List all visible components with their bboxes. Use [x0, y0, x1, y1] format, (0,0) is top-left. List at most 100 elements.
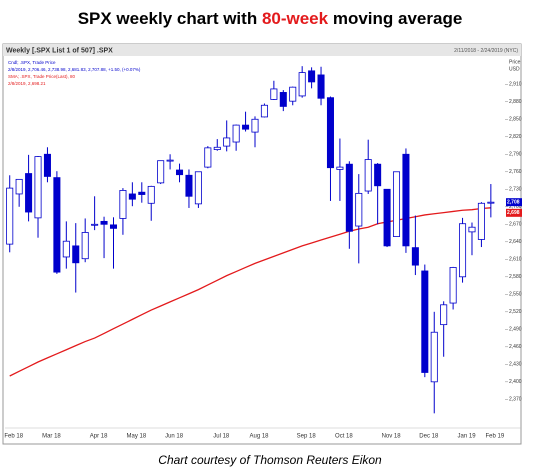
candle-body: [43, 153, 51, 177]
candle-body: [411, 247, 419, 266]
y-tick-label: 2,730: [509, 187, 522, 193]
x-tick-label: Jun 18: [165, 434, 184, 440]
candle-body: [232, 124, 240, 143]
candle-body: [392, 171, 401, 237]
candle-body: [270, 88, 278, 100]
candle-body: [34, 156, 42, 219]
chart-frame: [2, 43, 522, 445]
candle-body: [402, 153, 410, 247]
title-part: 80-week: [262, 9, 329, 28]
y-tick-label: 2,490: [509, 327, 522, 333]
y-tick-label: 2,700: [509, 204, 522, 210]
candle-body: [242, 124, 250, 130]
candle-body: [138, 191, 146, 195]
candle-body: [62, 240, 70, 258]
title-part: moving average: [333, 9, 462, 28]
x-tick-label: Jan 19: [458, 434, 477, 440]
y-tick-label: 2,670: [509, 222, 522, 228]
candle-body: [223, 137, 231, 147]
x-tick-label: Dec 18: [419, 434, 439, 440]
caption: Chart courtesy of Thomson Reuters Eikon: [158, 453, 382, 467]
y-tick-label: 2,460: [509, 344, 522, 350]
candle-body: [91, 223, 99, 226]
ma-line: [9, 207, 491, 377]
candle-body: [176, 169, 184, 176]
candle-body: [185, 174, 193, 197]
title-part: SPX weekly chart with: [78, 9, 258, 28]
price-tag: [506, 198, 522, 207]
chart-title: SPX weekly chart with 80-week moving ave…: [78, 9, 463, 28]
candle-body: [317, 74, 325, 99]
x-tick-label: Feb 19: [486, 434, 505, 440]
candle-body: [53, 177, 61, 273]
y-tick-label: 2,520: [509, 309, 522, 315]
candle-body: [289, 86, 297, 102]
y-tick-label: 2,550: [509, 292, 522, 298]
candle-body: [109, 224, 118, 229]
y-tick-label: 2,760: [509, 169, 522, 175]
candle-body: [383, 188, 391, 247]
ma-tag-label: 2,698: [507, 210, 520, 216]
legend-info: 2/8/2019, 2,706.46, 2,738.98, 2,681.83, …: [8, 67, 141, 72]
y-tick-label: 2,400: [509, 379, 522, 385]
x-tick-label: Nov 18: [382, 434, 402, 440]
candle-body: [100, 220, 108, 225]
candle-body: [298, 72, 306, 97]
candle-body: [477, 202, 485, 240]
x-tick-label: Apr 18: [90, 434, 108, 440]
y-tick-label: 2,370: [509, 397, 522, 403]
candle-body: [166, 159, 174, 162]
header-right: 2/11/2018 - 2/24/2019 (NYC): [454, 48, 518, 54]
candle-body: [260, 104, 268, 118]
candle-body: [440, 304, 448, 326]
y-tick-label: 2,610: [509, 257, 522, 263]
candle-body: [308, 70, 316, 83]
candle-body: [119, 190, 127, 219]
candle-body: [355, 192, 363, 227]
y-tick-label: 2,430: [509, 362, 522, 368]
x-tick-label: May 18: [127, 434, 147, 440]
y-tick-label: 2,580: [509, 274, 522, 280]
candle-body: [81, 232, 89, 260]
y-tick-label: 2,880: [509, 99, 522, 105]
candle-body: [468, 226, 476, 233]
candle-body: [25, 173, 33, 213]
price-tag-label: 2,708: [507, 200, 520, 206]
candle-body: [345, 163, 353, 232]
candle-body: [430, 331, 438, 383]
candle-body: [449, 267, 457, 304]
candle-body: [204, 147, 212, 168]
legend-name: SMA; .SPX, Trade Price(Last), 80: [8, 74, 76, 79]
axis-unit: USD: [509, 66, 520, 72]
candle-body: [128, 193, 136, 200]
candle-body: [326, 97, 334, 169]
legend-name: Cndl; .SPX, Trade Price: [8, 60, 56, 65]
y-tick-label: 2,850: [509, 117, 522, 123]
legend-info: 2/8/2019, 2,698.21: [8, 81, 46, 86]
x-tick-label: Jul 18: [213, 434, 230, 440]
candle-body: [336, 166, 344, 170]
y-tick-label: 2,640: [509, 239, 522, 245]
header-left: Weekly [.SPX List 1 of 507] .SPX: [6, 47, 113, 54]
y-tick-label: 2,910: [509, 82, 522, 88]
candle-body: [213, 146, 221, 151]
y-tick-label: 2,820: [509, 134, 522, 140]
candle-body: [421, 270, 429, 373]
candle-body: [251, 118, 259, 133]
header-strip: [3, 44, 521, 56]
x-tick-label: Oct 18: [335, 434, 353, 440]
candle-body: [487, 201, 495, 204]
y-tick-label: 2,790: [509, 152, 522, 158]
candle-body: [279, 92, 287, 107]
x-tick-label: Aug 18: [249, 434, 269, 440]
x-tick-label: Sep 18: [297, 434, 317, 440]
candle-body: [6, 187, 14, 245]
candle-body: [194, 171, 202, 205]
candle-body: [15, 178, 23, 195]
candle-body: [147, 185, 155, 204]
candle-body: [374, 163, 382, 187]
x-tick-label: Feb 18: [4, 434, 23, 440]
candle-body: [459, 223, 467, 278]
axis-unit: Price: [509, 59, 521, 65]
